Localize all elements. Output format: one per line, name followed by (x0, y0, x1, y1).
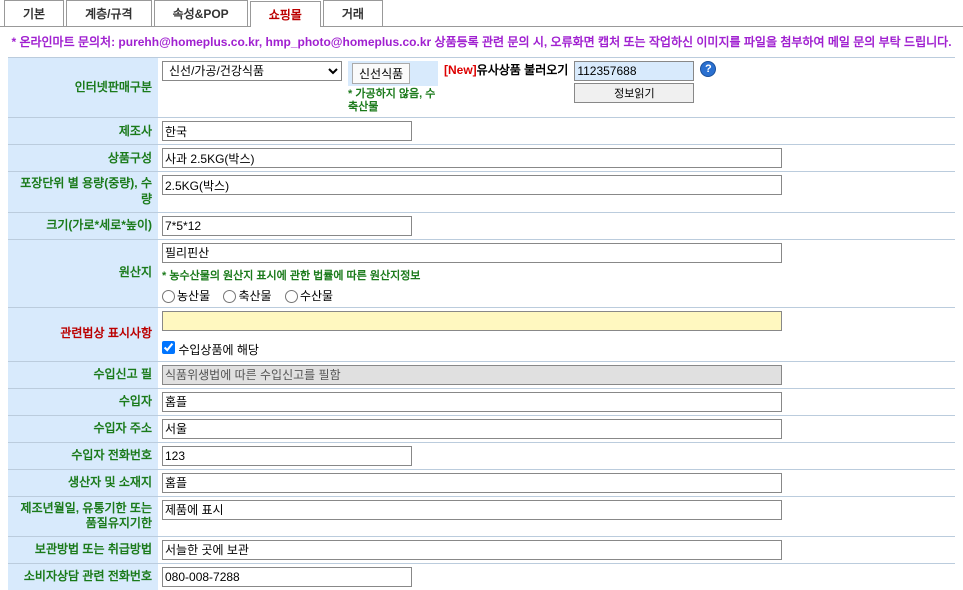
pack-input[interactable] (162, 175, 782, 195)
law-input[interactable] (162, 311, 782, 331)
importer-input[interactable] (162, 392, 782, 412)
label-pack: 포장단위 별 용량(중량), 수량 (8, 172, 158, 211)
origin-note: * 농수산물의 원산지 표시에 관한 법률에 따른 원산지정보 (162, 267, 420, 283)
label-storage: 보관방법 또는 취급방법 (8, 537, 158, 563)
label-mfgdate: 제조년월일, 유통기한 또는 품질유지기한 (8, 497, 158, 536)
importer-tel-input[interactable] (162, 446, 412, 466)
maker-input[interactable] (162, 121, 412, 141)
category-note: * 가공하지 않음, 수축산물 (348, 88, 438, 114)
tab-shop[interactable]: 쇼핑몰 (250, 1, 321, 27)
importreq-input (162, 365, 782, 385)
category-sub-box: 신선식품 (352, 63, 410, 84)
notice-text: * 온라인마트 문의처: purehh@homeplus.co.kr, hmp_… (0, 27, 963, 57)
category-select[interactable]: 신선/가공/건강식품 (162, 61, 342, 81)
similar-label: [New]유사상품 불러오기 (444, 61, 568, 78)
label-category: 인터넷판매구분 (8, 58, 158, 117)
cs-input[interactable] (162, 567, 412, 587)
label-producer: 생산자 및 소재지 (8, 470, 158, 496)
origin-radio-1[interactable]: 농산물 (162, 289, 210, 303)
origin-input[interactable] (162, 243, 782, 263)
label-size: 크기(가로*세로*높이) (8, 213, 158, 239)
help-icon[interactable]: ? (700, 61, 716, 77)
tab-bar: 기본 계층/규격 속성&POP 쇼핑몰 거래 (0, 0, 963, 27)
origin-radio-group: 농산물 축산물 수산물 (162, 287, 343, 304)
storage-input[interactable] (162, 540, 782, 560)
tab-basic[interactable]: 기본 (4, 0, 64, 26)
composition-input[interactable] (162, 148, 782, 168)
mfgdate-input[interactable] (162, 500, 782, 520)
origin-radio-3[interactable]: 수산물 (285, 289, 333, 303)
label-cs: 소비자상담 관련 전화번호 (8, 564, 158, 590)
label-maker: 제조사 (8, 118, 158, 144)
label-importer-tel: 수입자 전화번호 (8, 443, 158, 469)
label-importer-addr: 수입자 주소 (8, 416, 158, 442)
tab-trade[interactable]: 거래 (323, 0, 383, 26)
label-origin: 원산지 (8, 240, 158, 307)
similar-code-input[interactable] (574, 61, 694, 81)
producer-input[interactable] (162, 473, 782, 493)
similar-read-button[interactable]: 정보읽기 (574, 83, 694, 103)
label-law: 관련법상 표시사항 (8, 308, 158, 361)
tab-attr[interactable]: 속성&POP (154, 0, 248, 26)
tab-spec[interactable]: 계층/규격 (66, 0, 152, 26)
importer-addr-input[interactable] (162, 419, 782, 439)
law-import-check[interactable]: 수입상품에 해당 (162, 341, 259, 358)
label-importer: 수입자 (8, 389, 158, 415)
size-input[interactable] (162, 216, 412, 236)
label-composition: 상품구성 (8, 145, 158, 171)
label-importreq: 수입신고 필 (8, 362, 158, 388)
origin-radio-2[interactable]: 축산물 (223, 289, 271, 303)
